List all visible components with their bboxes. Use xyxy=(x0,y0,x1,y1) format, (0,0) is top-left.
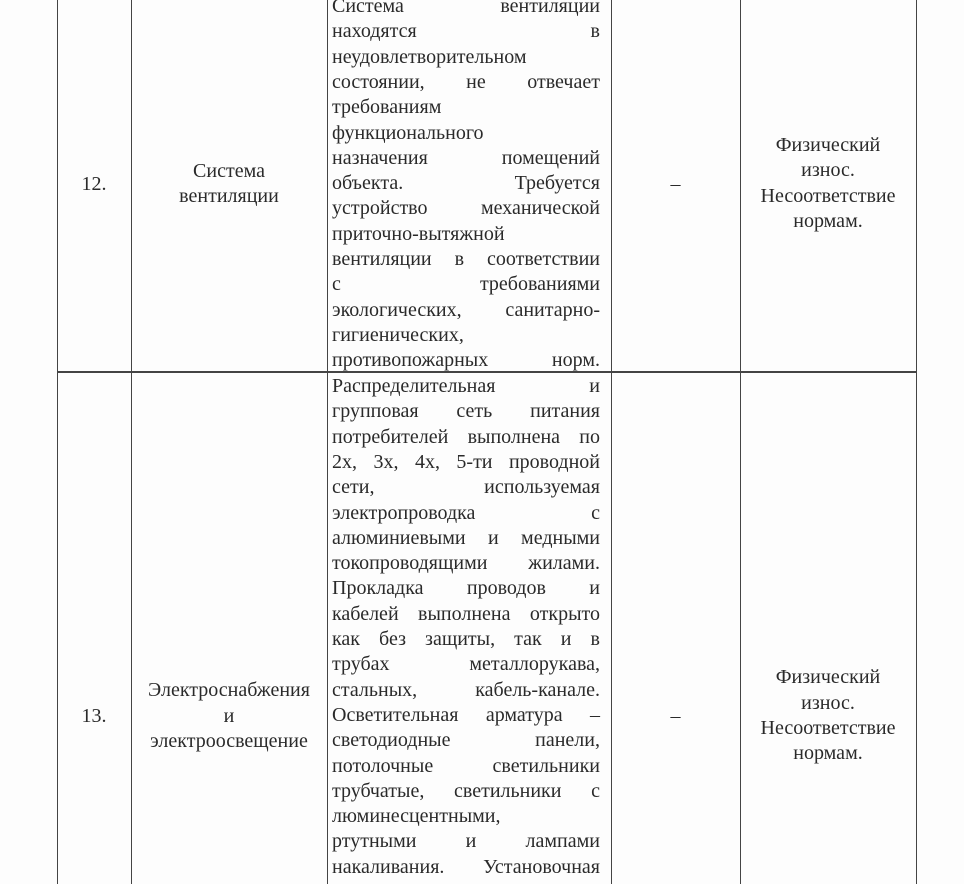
description-line: экологических, санитарно- xyxy=(332,298,600,321)
row-number: 12. xyxy=(81,173,107,195)
description-line: находятся в xyxy=(332,20,600,43)
conclusion-line: Физический xyxy=(775,134,881,156)
description-line: вентиляции в соответствии xyxy=(332,248,600,270)
description-line: алюминиевыми и медными xyxy=(332,526,600,549)
description-line: сети, используемая xyxy=(332,476,600,499)
conclusion-line: Несоответствие xyxy=(760,185,896,207)
description-line: светодиодные панели, xyxy=(332,729,600,752)
description-line: трубах металлорукава, xyxy=(332,653,600,676)
table-border-right xyxy=(916,0,917,884)
description-line: кабелей выполнена открыто xyxy=(332,602,600,625)
description-line: накаливания. Установочная xyxy=(332,855,600,878)
conclusion-line: Несоответствие xyxy=(760,717,896,739)
conclusion-line: Физический xyxy=(775,666,881,688)
description-line: стальных, кабель-канале. xyxy=(332,678,600,701)
description-line: состоянии, не отвечает xyxy=(332,70,600,93)
value-cell: – xyxy=(670,705,681,727)
row-divider xyxy=(57,371,917,373)
system-name-line: Электроснабжения xyxy=(148,679,310,701)
description-line: трубчатые, светильники с xyxy=(332,779,600,802)
system-name-line: Система xyxy=(193,160,265,182)
conclusion-line: износ. xyxy=(801,159,855,181)
description-line: функционального xyxy=(332,121,484,144)
description-line: потолочные светильники xyxy=(332,754,600,777)
description-line: приточно-вытяжной xyxy=(332,222,505,245)
description-line: объекта. Требуется xyxy=(332,172,600,195)
description-line: Осветительная арматура – xyxy=(332,703,600,726)
description-line: назначения помещений xyxy=(332,146,600,169)
description-line: потребителей выполнена по xyxy=(332,425,600,448)
description-line: групповая сеть питания xyxy=(332,400,600,423)
description-line: с требованиями xyxy=(332,273,600,296)
value-cell: – xyxy=(670,173,681,195)
column-divider xyxy=(740,0,741,884)
system-name-line: электроосвещение xyxy=(150,730,308,752)
system-name-line: и xyxy=(223,705,235,727)
description-line: неудовлетворительном xyxy=(332,45,527,68)
system-name-line: вентиляции xyxy=(179,185,279,207)
table-border-left xyxy=(57,0,58,884)
description-line: устройство механической xyxy=(332,197,600,220)
description-line: как без защиты, так и в xyxy=(332,628,600,650)
column-divider xyxy=(611,0,612,884)
description-line: гигиенических, xyxy=(332,323,464,346)
description-line: токопроводящими жилами. xyxy=(332,552,600,575)
conclusion-line: износ. xyxy=(801,692,855,714)
description-line: Система вентиляции xyxy=(332,0,600,17)
column-divider xyxy=(131,0,132,884)
description-line: электропроводка с xyxy=(332,501,600,524)
description-line: требованиям xyxy=(332,96,442,119)
description-line: ртутными и лампами xyxy=(332,830,600,853)
description-line: 2х, 3х, 4х, 5-ти проводной xyxy=(332,450,600,473)
description-line: люминесцентными, xyxy=(332,805,501,828)
row-number: 13. xyxy=(81,705,107,727)
description-line: Распределительная и xyxy=(332,375,600,397)
conclusion-line: нормам. xyxy=(793,742,863,764)
conclusion-line: нормам. xyxy=(793,210,863,232)
description-line: противопожарных норм. xyxy=(332,349,600,372)
description-line: Прокладка проводов и xyxy=(332,577,600,600)
column-divider xyxy=(327,0,328,884)
